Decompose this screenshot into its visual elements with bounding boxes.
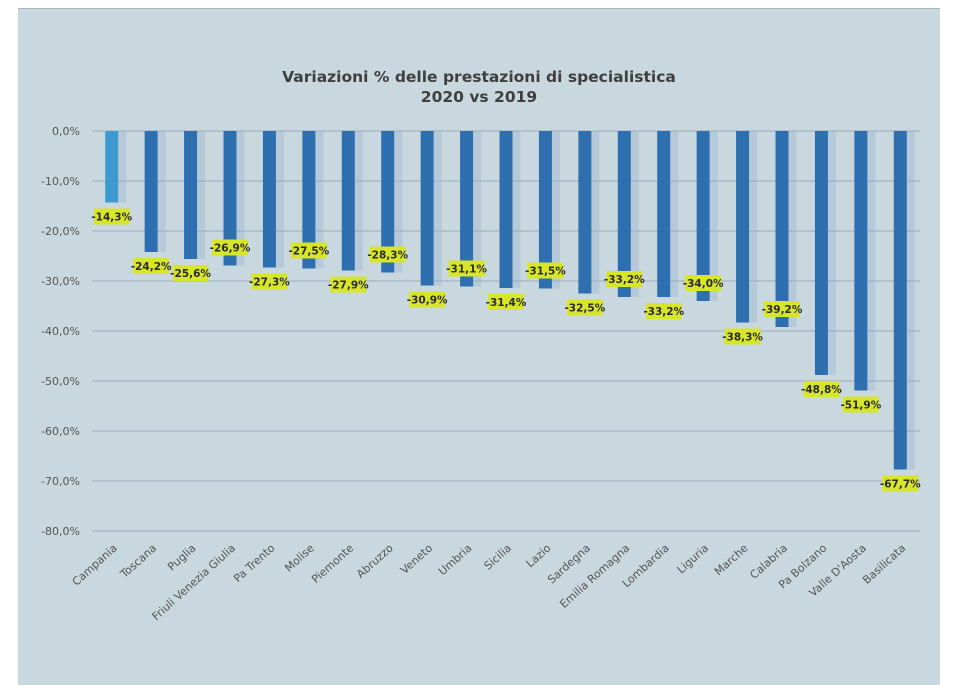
x-tick-label: Pa Trento <box>231 541 277 585</box>
y-tick-label: 0,0% <box>52 125 80 138</box>
data-label-bg <box>606 271 643 287</box>
data-label: -31,4% <box>486 297 527 309</box>
data-label-bg <box>685 275 722 291</box>
data-label-bg <box>448 260 485 277</box>
bar <box>499 131 513 288</box>
data-label-bg <box>409 291 446 308</box>
bar <box>814 131 828 375</box>
data-label: -30,9% <box>407 295 448 307</box>
data-label-bg <box>764 301 800 317</box>
data-label-bg <box>93 208 130 225</box>
x-tick-label: Puglia <box>165 542 198 574</box>
data-label: -28,3% <box>367 250 408 262</box>
y-tick-label: -40,0% <box>41 325 80 338</box>
data-label: -33,2% <box>643 306 684 318</box>
y-tick-label: -60,0% <box>41 425 80 438</box>
data-label: -27,9% <box>328 280 369 292</box>
bar <box>381 131 395 273</box>
x-tick-label: Veneto <box>398 541 435 576</box>
data-label: -33,2% <box>604 274 645 286</box>
x-tick-label: Umbria <box>436 542 474 578</box>
data-label-bg <box>645 303 682 319</box>
data-label: -31,5% <box>525 266 566 278</box>
x-tick-label: Piemonte <box>309 541 356 585</box>
data-label: -25,6% <box>170 268 211 280</box>
x-tick-label: Molise <box>282 541 317 574</box>
chart-subtitle: 2020 vs 2019 <box>420 88 538 106</box>
y-tick-label: -30,0% <box>41 275 80 288</box>
data-label: -27,5% <box>288 246 329 258</box>
data-label-bg <box>251 273 288 290</box>
bar <box>460 131 474 287</box>
bar <box>736 131 750 323</box>
bar <box>223 131 237 266</box>
data-label-bg <box>566 299 603 316</box>
data-label-bg <box>527 262 564 279</box>
bar <box>578 131 592 294</box>
data-label: -48,8% <box>801 384 842 396</box>
x-tick-label: Basilicata <box>860 542 908 587</box>
data-label-bg <box>369 246 406 263</box>
bar <box>657 131 671 297</box>
bar <box>144 131 158 252</box>
bar <box>105 131 119 203</box>
data-label-bg <box>212 239 248 256</box>
x-tick-label: Emilia Romagna <box>557 542 632 611</box>
y-tick-label: -50,0% <box>41 375 80 388</box>
data-label: -39,2% <box>762 304 803 316</box>
x-tick-label: Liguria <box>675 542 712 577</box>
data-label: -27,3% <box>249 277 290 289</box>
data-label-bg <box>133 258 170 274</box>
x-tick-label: Toscana <box>117 542 159 582</box>
x-tick-label: Lazio <box>524 541 554 570</box>
chart-title: Variazioni % delle prestazioni di specia… <box>282 68 676 86</box>
data-label-bg <box>330 276 367 293</box>
y-tick-label: -70,0% <box>41 475 80 488</box>
data-label: -67,7% <box>880 479 921 491</box>
data-label-bg <box>488 294 524 310</box>
data-label-bg <box>172 265 209 281</box>
x-tick-label: Abruzzo <box>354 541 396 580</box>
data-label-bg <box>803 381 840 397</box>
bar-chart: 0,0% -10,0% -20,0% -30,0% -40,0% -50,0% -60,0%… <box>41 125 921 623</box>
x-tick-label: Campania <box>70 542 120 589</box>
data-label-bg <box>290 242 327 259</box>
data-label: -14,3% <box>91 212 132 224</box>
bar <box>341 131 355 271</box>
data-label: -34,0% <box>683 278 724 290</box>
x-tick-label: Marche <box>712 541 751 578</box>
bar <box>420 131 434 286</box>
data-label: -31,1% <box>446 264 487 276</box>
bar <box>302 131 316 269</box>
bar <box>775 131 789 327</box>
chart-panel: Variazioni % delle prestazioni di specia… <box>18 8 940 685</box>
bar <box>696 131 710 301</box>
y-tick-label: -80,0% <box>41 525 80 538</box>
data-label: -38,3% <box>722 332 763 344</box>
y-tick-label: -10,0% <box>41 175 80 188</box>
bar <box>262 131 276 268</box>
bar <box>854 131 868 391</box>
bar <box>184 131 198 259</box>
y-tick-label: -20,0% <box>41 225 80 238</box>
bar <box>893 131 907 470</box>
bar <box>617 131 631 297</box>
data-label: -24,2% <box>131 261 172 273</box>
bar <box>538 131 552 289</box>
data-label-bg <box>724 328 761 345</box>
data-label-bg <box>882 475 919 492</box>
data-label: -32,5% <box>564 303 605 315</box>
chart-title-block: Variazioni % delle prestazioni di specia… <box>18 67 940 107</box>
x-tick-label: Sicilia <box>482 542 514 573</box>
data-label-bg <box>842 396 879 413</box>
data-label: -51,9% <box>840 400 881 412</box>
data-label: -26,9% <box>210 243 251 255</box>
